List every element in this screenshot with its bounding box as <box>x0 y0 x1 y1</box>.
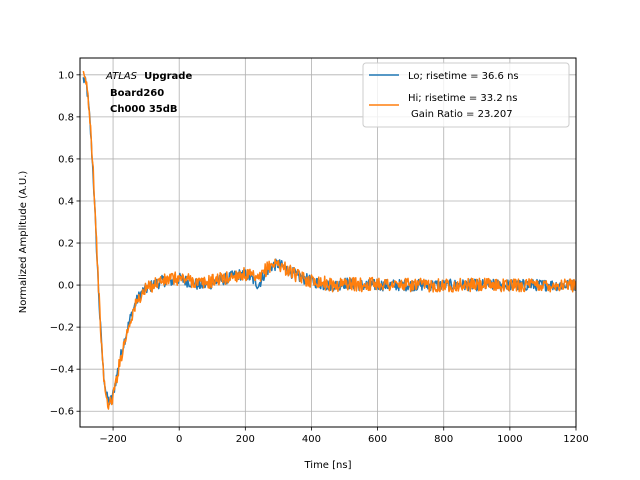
y-tick-label: 0.6 <box>58 154 74 165</box>
y-tick-label: 0.8 <box>58 112 74 123</box>
y-tick-label: 0.2 <box>58 239 74 250</box>
x-tick-label: 600 <box>368 434 387 445</box>
x-tick-label: 800 <box>434 434 453 445</box>
annotation-board: Board260 <box>110 88 164 99</box>
x-tick-label: −200 <box>99 434 126 445</box>
svg-text:ATLAS Upgrade: ATLAS Upgrade <box>105 71 192 82</box>
series-line-hi <box>82 70 576 410</box>
ticks: −200 0 200 400 600 800 1000 1200 −0.6 −0.4 −0.2 0.0… <box>50 70 589 445</box>
x-tick-label: 0 <box>176 434 182 445</box>
plot-frame <box>79 57 577 428</box>
legend-label-hi: Hi; risetime = 33.2 ns <box>408 93 517 104</box>
legend-label-lo: Lo; risetime = 36.6 ns <box>408 71 519 82</box>
y-tick-label: 1.0 <box>58 70 74 81</box>
y-tick-label: −0.6 <box>50 407 74 418</box>
x-tick-label: 1000 <box>497 434 522 445</box>
x-tick-label: 400 <box>302 434 321 445</box>
x-tick-label: 1200 <box>563 434 588 445</box>
atlas-annotation: ATLAS Upgrade Board260 Ch000 35dB <box>105 71 192 115</box>
x-axis-label: Time [ns] <box>303 460 351 471</box>
series-layer <box>82 70 576 410</box>
annotation-channel: Ch000 35dB <box>110 104 178 115</box>
y-tick-label: −0.4 <box>50 365 74 376</box>
y-tick-label: −0.2 <box>50 323 74 334</box>
annotation-atlas: ATLAS <box>105 71 138 82</box>
annotation-upgrade: Upgrade <box>144 71 192 82</box>
y-axis-label: Normalized Amplitude (A.U.) <box>18 171 29 314</box>
y-tick-label: 0.4 <box>58 196 74 207</box>
legend: Lo; risetime = 36.6 ns Hi; risetime = 33… <box>362 62 570 128</box>
x-tick-label: 200 <box>236 434 255 445</box>
legend-box <box>362 62 570 128</box>
legend-label-gain: Gain Ratio = 23.207 <box>411 109 513 120</box>
y-tick-label: 0.0 <box>58 281 74 292</box>
